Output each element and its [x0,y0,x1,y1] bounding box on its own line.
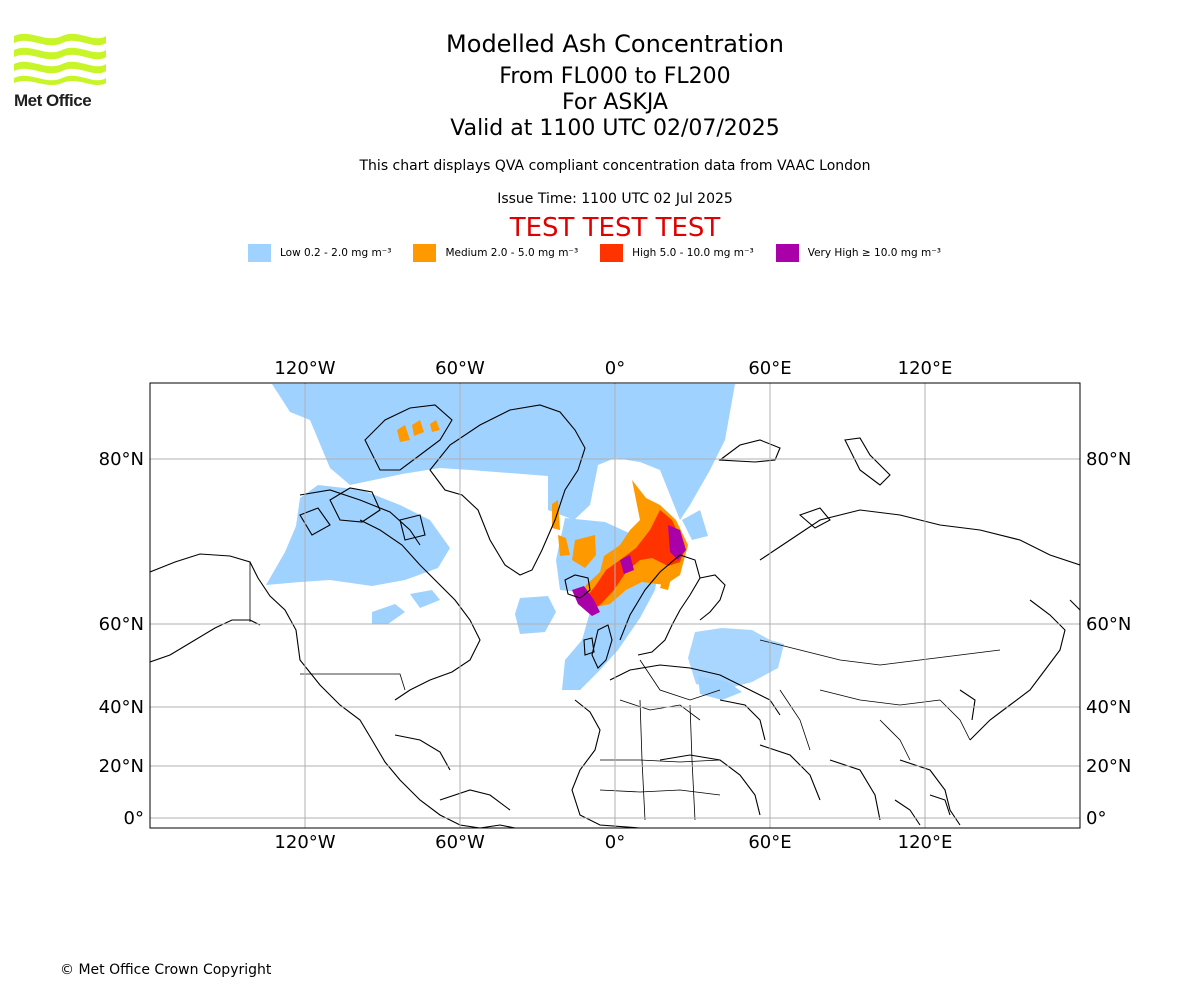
lon-label-120w-bottom: 120°W [274,832,335,853]
lon-label-120e-bottom: 120°E [898,832,953,853]
legend-label-high: High 5.0 - 10.0 mg m⁻³ [632,247,754,259]
lat-label-80n-right: 80°N [1086,449,1131,470]
ash-low-area [266,384,784,700]
legend-label-medium: Medium 2.0 - 5.0 mg m⁻³ [445,247,579,259]
ash-very-high-area [572,525,686,616]
lat-labels-right: 80°N 60°N 40°N 20°N 0° [1086,449,1131,829]
lat-label-0-right: 0° [1086,808,1106,829]
lon-label-60w-bottom: 60°W [435,832,485,853]
volcano-name: For ASKJA [562,90,668,115]
lat-label-20n-right: 20°N [1086,756,1131,777]
lon-labels-top: 120°W 60°W 0° 60°E 120°E [274,358,952,379]
lon-labels-bottom: 120°W 60°W 0° 60°E 120°E [274,832,952,853]
test-banner: TEST TEST TEST [509,213,721,243]
legend-swatch-low [248,244,271,262]
copyright-notice: © Met Office Crown Copyright [60,962,272,978]
lat-label-40n-right: 40°N [1086,697,1131,718]
wave-logo-icon [14,33,106,86]
legend-item-low: Low 0.2 - 2.0 mg m⁻³ [248,244,391,262]
lon-label-60w-top: 60°W [435,358,485,379]
graticule [150,383,1080,828]
lon-label-120e-top: 120°E [898,358,953,379]
compliance-note: This chart displays QVA compliant concen… [359,158,871,174]
chart-title: Modelled Ash Concentration [446,30,784,58]
legend-item-medium: Medium 2.0 - 5.0 mg m⁻³ [413,244,578,262]
legend-swatch-medium [413,244,437,262]
flight-level-range: From FL000 to FL200 [499,64,731,89]
concentration-legend: Low 0.2 - 2.0 mg m⁻³ Medium 2.0 - 5.0 mg… [248,244,963,262]
lon-label-0-top: 0° [605,358,625,379]
legend-label-low: Low 0.2 - 2.0 mg m⁻³ [280,247,392,259]
lat-label-80n-left: 80°N [99,449,144,470]
lat-label-0-left: 0° [124,808,144,829]
lat-label-20n-left: 20°N [99,756,144,777]
country-borders [249,562,1001,821]
lon-label-0-bottom: 0° [605,832,625,853]
lon-label-60e-bottom: 60°E [748,832,791,853]
legend-swatch-very-high [775,244,799,262]
met-office-logo: Met Office [14,30,110,112]
map-frame [149,382,1081,829]
coastlines [150,404,1080,828]
legend-item-very-high: Very High ≥ 10.0 mg m⁻³ [775,244,941,262]
valid-time: Valid at 1100 UTC 02/07/2025 [450,116,780,141]
lon-label-60e-top: 60°E [748,358,791,379]
logo-text: Met Office [14,91,92,110]
lat-labels-left: 80°N 60°N 40°N 20°N 0° [99,449,144,829]
lat-label-40n-left: 40°N [99,697,144,718]
issue-time: Issue Time: 1100 UTC 02 Jul 2025 [497,191,733,207]
legend-label-very-high: Very High ≥ 10.0 mg m⁻³ [807,247,941,259]
lon-label-120w-top: 120°W [274,358,335,379]
ash-high-area [584,510,685,610]
legend-item-high: High 5.0 - 10.0 mg m⁻³ [600,244,754,262]
lat-label-60n-right: 60°N [1086,614,1131,635]
lat-label-60n-left: 60°N [99,614,144,635]
legend-swatch-high [600,244,624,262]
map-content [150,384,1080,828]
